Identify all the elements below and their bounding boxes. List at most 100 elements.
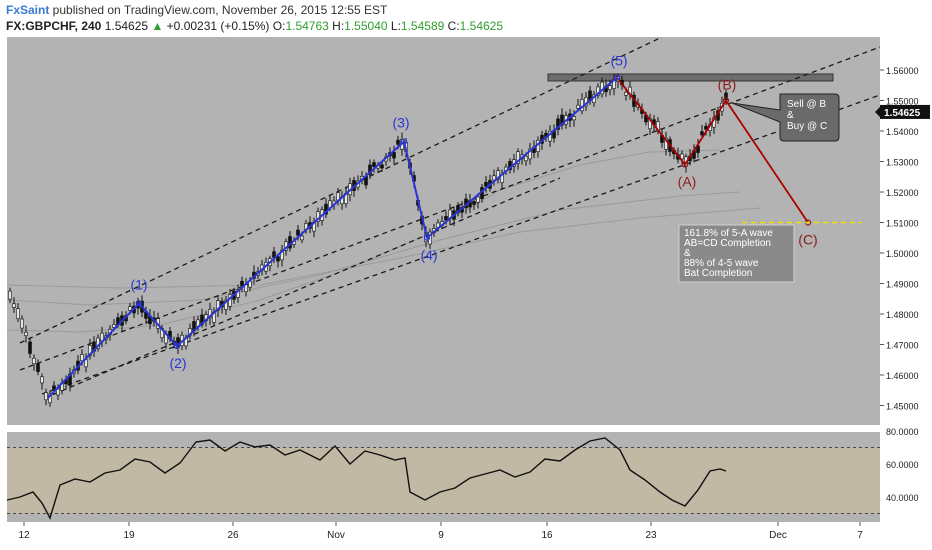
wave-pivot-marker [722, 97, 730, 104]
candle-body [556, 118, 560, 130]
channel-line [44, 177, 561, 399]
impulse-wave-line [47, 76, 618, 399]
candle-body [16, 308, 20, 320]
candle-body [20, 318, 24, 329]
candle-body [496, 170, 500, 180]
candle-body [28, 341, 32, 354]
target-info-line: 88% of 4-5 wave [684, 258, 759, 269]
candle-body [476, 196, 480, 203]
candle-body [392, 152, 396, 159]
candle-body [300, 235, 304, 241]
target-info-box [678, 224, 795, 283]
candle-body [24, 331, 28, 337]
candle-body [128, 306, 132, 311]
channel-line [19, 37, 661, 344]
price-tick-label: 1.52000 [886, 188, 919, 198]
resistance-zone [547, 73, 834, 82]
date-tick-label: 23 [645, 530, 657, 541]
candle-body [624, 91, 628, 96]
candle-body [276, 256, 280, 262]
date-tick-label: 9 [438, 530, 444, 541]
candle-body [40, 376, 44, 384]
wave-label: (C) [798, 232, 817, 248]
candle-body [484, 182, 488, 187]
price-tick-label: 1.54000 [886, 127, 919, 137]
price-tick-label: 1.51000 [886, 219, 919, 229]
candle-body [240, 280, 244, 286]
candle-body [608, 85, 612, 91]
wave-label: (1) [130, 276, 147, 292]
date-tick-label: Nov [327, 530, 345, 541]
candle-body [664, 137, 668, 150]
price-tick-label: 1.46000 [886, 371, 919, 381]
trade-callout-bubble [731, 93, 840, 142]
candle-body [528, 148, 532, 160]
candle-body [380, 164, 384, 169]
wave-label: (3) [392, 115, 409, 131]
wave-label: (A) [678, 174, 697, 190]
last-price-tag [880, 104, 930, 119]
candle-body [444, 216, 448, 221]
price-tick-label: 1.49000 [886, 280, 919, 290]
candle-body [472, 201, 476, 205]
close-value: 1.54625 [459, 19, 504, 33]
rsi-band [7, 447, 880, 514]
target-info-line: Bat Completion [684, 268, 752, 279]
wave-label: (5) [610, 53, 627, 69]
candle-body [516, 151, 520, 164]
close-label: C: [447, 19, 460, 33]
rsi-line [6, 437, 727, 520]
moving-average-line [6, 191, 741, 306]
target-info-line: AB=CD Completion [684, 238, 771, 249]
wave-label: (B) [718, 77, 737, 93]
high-value: 1.55040 [344, 19, 388, 33]
price-tick-label: 1.48000 [886, 310, 919, 320]
wave-label: (4) [420, 247, 437, 263]
candle-body [280, 249, 284, 261]
candle-body [372, 162, 376, 168]
candle-body [36, 363, 40, 372]
candle-body [324, 203, 328, 215]
wave-label: (2) [169, 355, 186, 371]
candle-body [524, 155, 528, 162]
last-price: 1.54625 [104, 19, 149, 33]
price-tick-label: 1.47000 [886, 341, 919, 351]
wave-pivot-marker [613, 74, 621, 81]
candle-body [648, 118, 652, 130]
open-label: O: [272, 19, 286, 33]
candle-body [572, 116, 576, 121]
open-value: 1.54763 [285, 19, 329, 33]
candle-body [296, 229, 300, 236]
candle-body [396, 139, 400, 145]
candle-body [80, 354, 84, 362]
candle-body [44, 392, 48, 401]
candle-body [680, 153, 684, 160]
corrective-wave-line [616, 77, 809, 224]
moving-average-line [6, 207, 761, 289]
candle-body [700, 131, 704, 136]
last-price-tag-arrow [875, 106, 880, 117]
candle-body [56, 388, 60, 396]
symbol-label[interactable]: FX:GBPCHF, 240 [6, 19, 102, 33]
wave-pivot-marker [173, 342, 181, 350]
price-tick-label: 1.56000 [886, 66, 919, 76]
price-tick-label: 1.50000 [886, 249, 919, 259]
wave-pivot-marker [400, 138, 408, 145]
candle-body [208, 308, 212, 319]
candle-body [52, 385, 56, 390]
up-arrow-icon: ▲ [151, 19, 164, 33]
quote-bar: FX:GBPCHF, 240 1.54625 ▲ +0.00231 (+0.15… [6, 18, 503, 34]
date-tick-label: 26 [227, 530, 239, 541]
date-tick-label: 16 [541, 530, 553, 541]
author-name[interactable]: FxSaint [6, 3, 50, 17]
rsi-tick-label: 80.0000 [886, 427, 919, 437]
wave-pivot-marker [681, 161, 689, 168]
trade-callout-line: Buy @ C [787, 121, 827, 132]
wave-pivot-marker [135, 300, 143, 307]
wave-pivot-marker [423, 234, 431, 241]
date-tick-label: 12 [18, 530, 30, 541]
price-tick-label: 1.53000 [886, 158, 919, 168]
date-tick-label: 7 [857, 530, 863, 541]
publish-info: published on TradingView.com, November 2… [49, 3, 388, 17]
